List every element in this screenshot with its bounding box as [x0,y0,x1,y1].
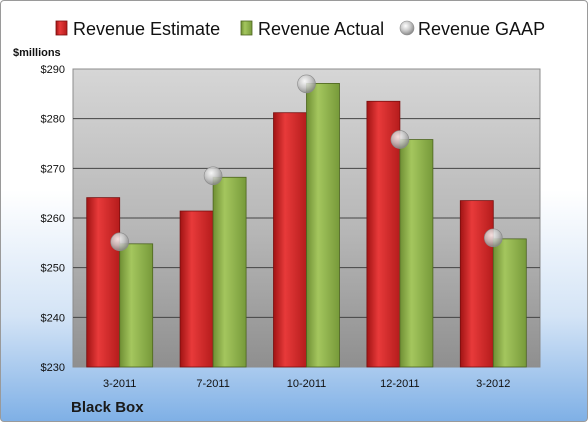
y-tick-label: $240 [41,312,65,324]
gaap-markers [110,74,503,252]
bar-revenue-actual [399,139,434,368]
gaap-marker [483,228,503,248]
y-tick-label: $230 [41,362,65,374]
bar-revenue-actual [492,238,527,368]
x-tick-label: 7-2011 [196,378,229,390]
bar-revenue-actual [212,176,247,368]
gaap-marker [297,74,316,94]
bar-revenue-estimate [459,200,494,368]
y-axis-title: $millions [13,47,61,59]
legend-swatch [240,20,253,36]
x-tick-label: 3-2011 [103,378,136,390]
legend-label: Revenue GAAP [418,19,545,39]
bars [86,83,527,368]
legend: Revenue Estimate Revenue Actual Revenue GA… [55,19,545,39]
bar-revenue-estimate [273,112,307,368]
x-tick-label: 10-2011 [287,378,327,390]
y-tick-label: $250 [41,263,65,275]
gaap-marker [203,166,223,186]
legend-swatch [399,20,415,36]
x-axis: 3-2011 7-2011 10-2011 12-2011 3-2012 [103,378,510,390]
y-tick-label: $290 [41,64,65,76]
bar-revenue-estimate [179,210,214,368]
y-axis: $230 $240 $250 $260 $270 $280 $290 [41,64,65,374]
y-tick-label: $280 [41,114,65,126]
bar-revenue-actual [119,243,154,368]
bar-revenue-actual [306,83,340,368]
x-tick-label: 3-2012 [476,378,510,390]
company-name: Black Box [71,399,144,416]
legend-swatch [55,20,68,36]
gaap-marker [110,232,129,252]
y-tick-label: $270 [41,163,65,175]
bar-revenue-estimate [86,197,121,368]
y-tick-label: $260 [41,213,65,225]
gaap-marker [390,130,410,149]
x-tick-label: 12-2011 [380,378,420,390]
legend-label: Revenue Estimate [73,19,220,39]
legend-label: Revenue Actual [258,19,384,39]
